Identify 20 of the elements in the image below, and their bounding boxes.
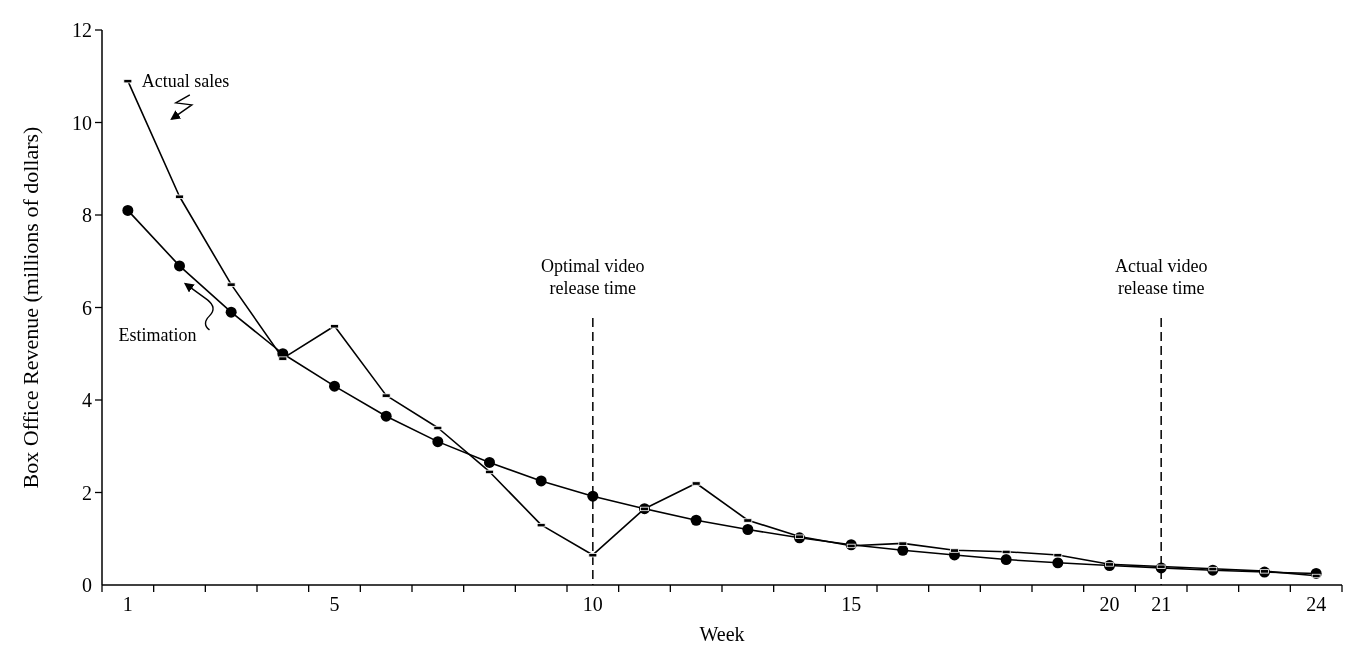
ref-line-label: Optimal video release time — [541, 256, 645, 298]
x-tick-label: 5 — [329, 593, 340, 615]
ref-line-label: Actual video release time — [1114, 256, 1208, 298]
x-tick-label: 20 — [1099, 593, 1120, 615]
series-label: Actual sales — [141, 70, 230, 91]
y-tick-label: 6 — [82, 296, 92, 319]
x-tick-label: 24 — [1306, 593, 1327, 615]
y-tick-label: 8 — [82, 204, 92, 226]
x-axis-title: Week — [699, 623, 745, 645]
y-tick-label: 2 — [82, 481, 92, 504]
x-tick-label: 21 — [1151, 593, 1172, 615]
y-tick-label: 0 — [82, 574, 92, 596]
y-tick-label: 12 — [72, 19, 92, 41]
x-tick-label: 15 — [841, 593, 862, 615]
series-label: Estimation — [118, 324, 197, 345]
x-tick-label: 10 — [582, 593, 603, 615]
y-tick-label: 4 — [82, 389, 92, 411]
x-tick-label: 1 — [122, 593, 133, 615]
y-axis-title: Box Office Revenue (millions of dollars) — [18, 126, 43, 489]
y-tick-label: 10 — [72, 111, 92, 134]
